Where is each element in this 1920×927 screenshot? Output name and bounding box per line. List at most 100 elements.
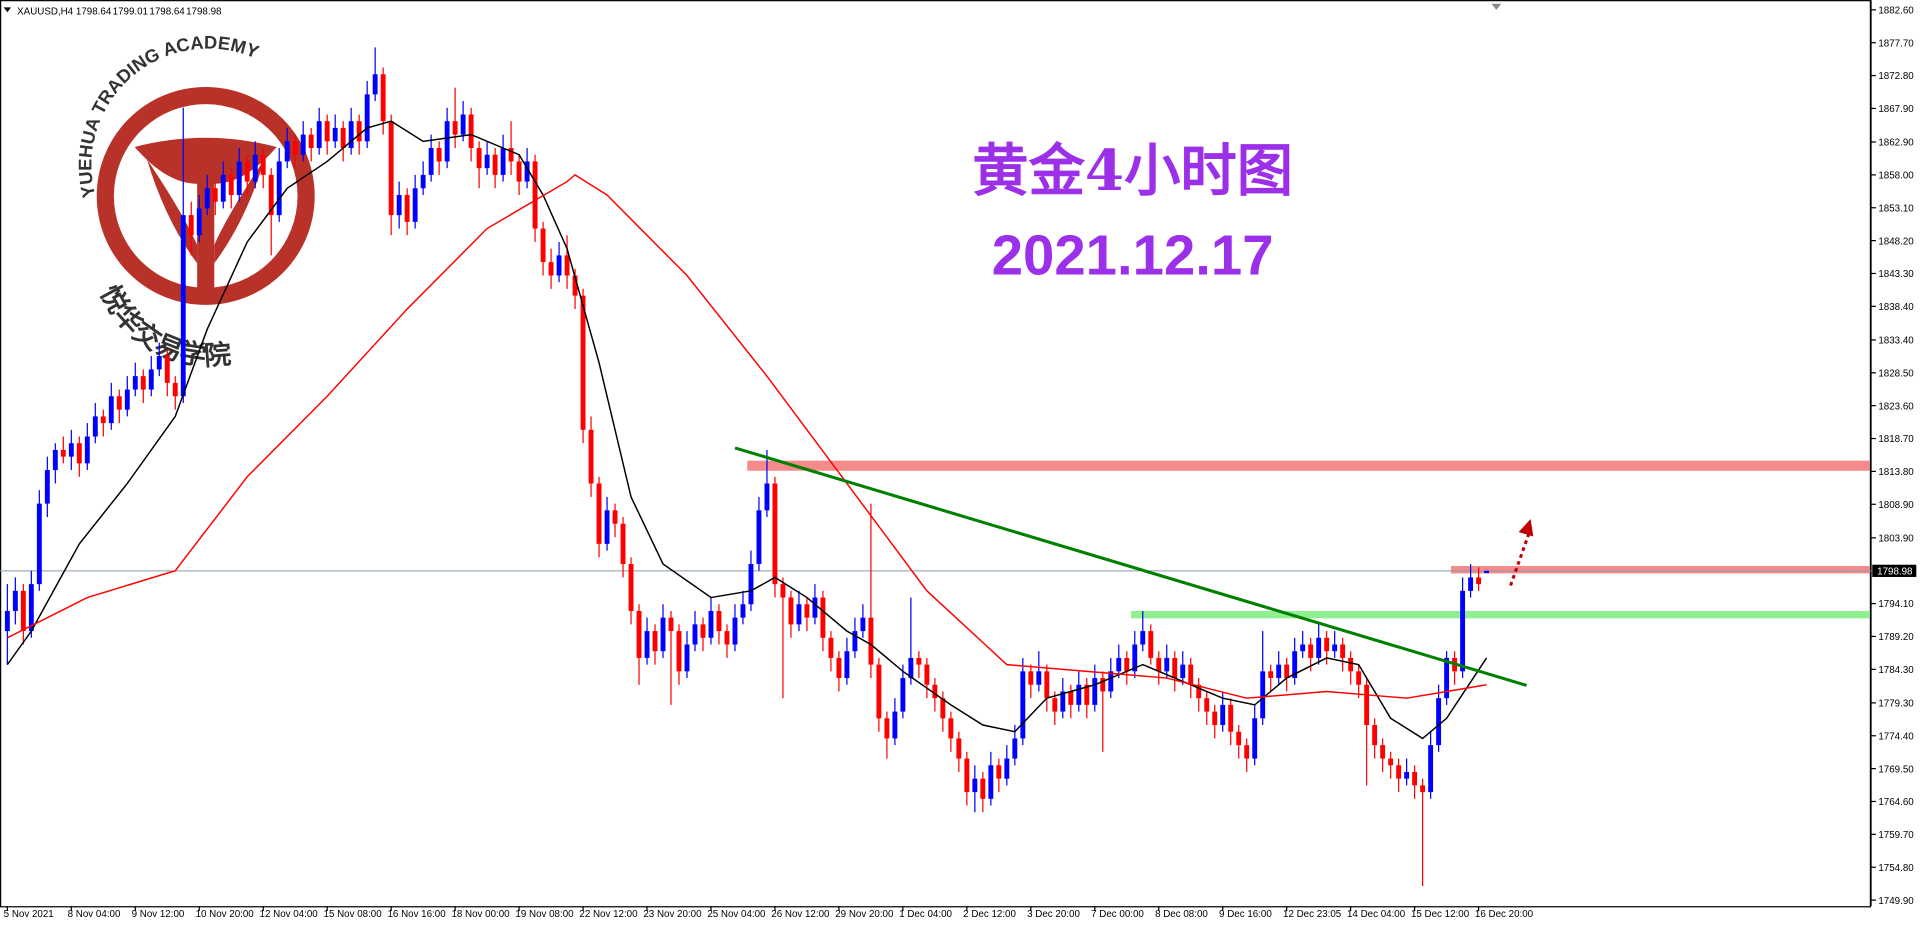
candle-body — [52, 449, 58, 471]
candle-body — [644, 631, 650, 658]
x-tick-label: 3 Dec 20:00 — [1027, 909, 1080, 920]
candle-body — [1156, 657, 1162, 672]
price-label: 1798.98 — [1877, 567, 1913, 578]
arrow-head — [1518, 519, 1534, 537]
candle-body — [364, 94, 370, 142]
candle-body — [964, 758, 970, 793]
candle-body — [452, 121, 458, 135]
logo-mark — [134, 137, 277, 294]
candle-body — [732, 617, 738, 645]
candle-body — [412, 188, 418, 222]
candle-body — [1044, 671, 1050, 699]
candle-body — [140, 376, 146, 390]
candle-body — [92, 416, 98, 437]
candle-body — [1340, 644, 1346, 658]
y-tick-label: 1764.60 — [1878, 797, 1914, 808]
candle-body — [812, 597, 818, 618]
candle-body — [844, 651, 850, 679]
y-tick-label: 1808.90 — [1878, 500, 1914, 511]
candle-body — [580, 295, 586, 430]
candle-body — [1412, 771, 1418, 786]
x-tick-label: 25 Nov 04:00 — [707, 909, 766, 920]
candle-body — [820, 597, 826, 638]
arrow — [1509, 528, 1533, 586]
candle-body — [252, 154, 258, 182]
candle-body — [348, 121, 354, 149]
candle-body — [740, 604, 746, 618]
candle-body — [1220, 704, 1226, 726]
candle-body — [276, 161, 282, 216]
candle-body — [1268, 671, 1274, 679]
candle-body — [996, 765, 1002, 779]
candle-body — [1068, 691, 1074, 705]
candle-body — [788, 597, 794, 625]
y-tick-label: 1803.90 — [1878, 534, 1914, 545]
candle-body — [428, 148, 434, 175]
candle-body — [1476, 577, 1482, 585]
y-tick-label: 1858.00 — [1878, 171, 1914, 182]
candle-body — [796, 604, 802, 625]
candle-body — [1348, 657, 1354, 672]
candle-body — [148, 369, 154, 390]
candle-body — [1036, 671, 1042, 685]
candle-body — [1196, 684, 1202, 699]
candle-body — [508, 148, 514, 162]
candle-body — [1100, 678, 1106, 692]
y-tick-label: 1754.80 — [1878, 863, 1914, 874]
candle-body — [1484, 570, 1490, 574]
candle-body — [892, 711, 898, 739]
candle-body — [492, 154, 498, 175]
candle-body — [340, 127, 346, 149]
candle-body — [1372, 725, 1378, 746]
y-tick-label: 1848.20 — [1878, 236, 1914, 247]
candle-body — [1004, 758, 1010, 779]
candle-body — [460, 114, 466, 135]
candle-body — [612, 510, 618, 524]
candle-body — [1308, 644, 1314, 658]
candle-body — [356, 121, 362, 142]
candle-body — [548, 262, 554, 276]
candle-body — [1028, 671, 1034, 685]
x-tick-label: 8 Nov 04:00 — [68, 909, 121, 920]
candle-body — [916, 657, 922, 665]
candle-body — [516, 161, 522, 182]
y-tick-label: 1872.80 — [1878, 71, 1914, 82]
candle-body — [1404, 771, 1410, 779]
y-tick-label: 1779.30 — [1878, 699, 1914, 710]
y-tick-label: 1853.10 — [1878, 203, 1914, 214]
symbol: XAUUSD,H4 — [17, 7, 74, 18]
y-tick-label: 1843.30 — [1878, 269, 1914, 280]
candle-body — [748, 563, 754, 605]
candle-body — [540, 228, 546, 263]
candle-body — [1060, 691, 1066, 712]
candle-body — [1236, 731, 1242, 746]
candle-body — [132, 376, 138, 390]
candle-body — [1172, 657, 1178, 679]
y-tick-label: 1794.10 — [1878, 599, 1914, 610]
zone — [747, 460, 1870, 471]
candle-body — [1188, 664, 1194, 685]
zone — [1131, 610, 1870, 619]
candle-body — [620, 523, 626, 564]
candle-body — [700, 624, 706, 638]
candle-body — [1140, 631, 1146, 645]
candle-body — [636, 610, 642, 658]
candle-body — [852, 631, 858, 652]
x-tick-label: 9 Nov 12:00 — [132, 909, 185, 920]
candle-body — [876, 664, 882, 719]
menu-arrow — [3, 7, 12, 13]
candle-body — [116, 396, 122, 410]
candle-body — [932, 684, 938, 699]
candle-body — [596, 483, 602, 544]
candle-body — [156, 356, 162, 370]
candle-body — [316, 121, 322, 149]
x-tick-label: 16 Nov 16:00 — [387, 909, 446, 920]
header-value: 1798.98 — [186, 7, 222, 18]
candle-body — [372, 74, 378, 95]
y-tick-label: 1774.40 — [1878, 731, 1914, 742]
candle-body — [1180, 664, 1186, 679]
y-tick-label: 1818.70 — [1878, 434, 1914, 445]
candle-body — [1420, 785, 1426, 793]
x-tick-label: 14 Dec 04:00 — [1347, 909, 1406, 920]
